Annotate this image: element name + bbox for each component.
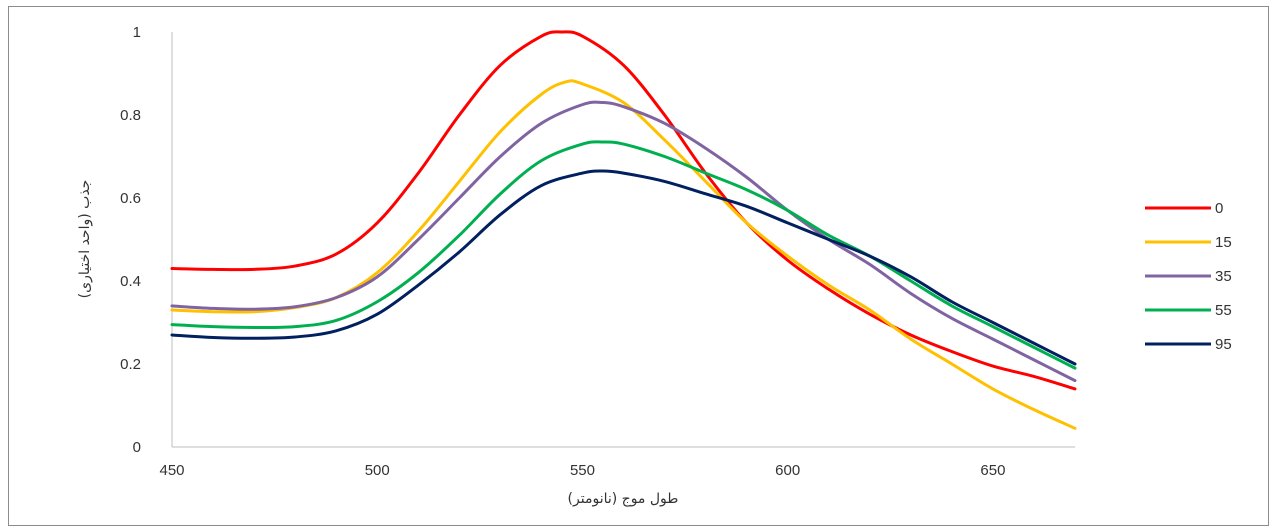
- y-tick-label: 1: [133, 24, 141, 41]
- y-tick-label: 0.2: [120, 356, 141, 373]
- series-line-35: [170, 100, 1077, 383]
- x-tick-label: 500: [365, 462, 390, 479]
- y-axis-title: جذب (واحد اختیاری): [77, 180, 93, 299]
- series-line-55: [170, 140, 1077, 370]
- series-line-95: [170, 169, 1077, 366]
- y-tick-labels: 0 0.2 0.4 0.6 0.8 1: [120, 24, 141, 456]
- legend-label-55: 55: [1215, 302, 1232, 319]
- y-tick-label: 0.8: [120, 107, 141, 124]
- series-line-0: [170, 30, 1077, 391]
- y-tick-label: 0.4: [120, 273, 141, 290]
- x-tick-label: 550: [570, 462, 595, 479]
- y-tick-label: 0.6: [120, 190, 141, 207]
- legend-label-95: 95: [1215, 336, 1232, 353]
- plot-area: [170, 30, 1077, 448]
- legend: 0 15 35 55 95: [1145, 200, 1232, 353]
- x-tick-label: 600: [775, 462, 800, 479]
- series-group: [170, 30, 1077, 430]
- y-tick-label: 0: [133, 439, 141, 456]
- series-line-15: [170, 79, 1077, 430]
- legend-label-0: 0: [1215, 200, 1223, 217]
- x-axis-title: طول موج (نانومتر): [568, 491, 679, 507]
- x-tick-label: 650: [980, 462, 1005, 479]
- x-tick-labels: 450 500 550 600 650: [159, 462, 1005, 479]
- legend-label-15: 15: [1215, 234, 1232, 251]
- legend-label-35: 35: [1215, 268, 1232, 285]
- x-tick-label: 450: [159, 462, 184, 479]
- chart-frame: [8, 6, 1269, 526]
